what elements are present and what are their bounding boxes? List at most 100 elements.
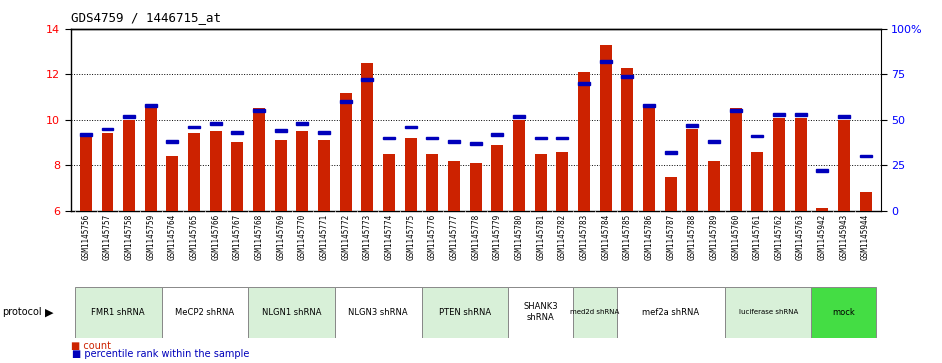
Bar: [427, 136, 438, 139]
Bar: [578, 72, 590, 211]
Text: mock: mock: [833, 308, 855, 317]
Bar: [448, 140, 460, 143]
Bar: [340, 93, 351, 211]
Bar: [557, 136, 568, 139]
Bar: [253, 109, 265, 112]
Text: GSM1145778: GSM1145778: [471, 214, 480, 260]
Bar: [687, 129, 698, 211]
Bar: [340, 100, 351, 103]
Bar: [102, 133, 113, 211]
Bar: [362, 78, 373, 81]
Bar: [188, 126, 200, 129]
Text: GSM1145942: GSM1145942: [818, 214, 827, 260]
Bar: [773, 118, 785, 211]
Bar: [275, 140, 286, 211]
Text: NLGN3 shRNA: NLGN3 shRNA: [349, 308, 408, 317]
Text: GSM1145776: GSM1145776: [428, 214, 437, 260]
Text: GSM1145758: GSM1145758: [124, 214, 134, 260]
Text: SHANK3
shRNA: SHANK3 shRNA: [524, 302, 558, 322]
Bar: [811, 287, 876, 338]
Bar: [362, 63, 373, 211]
Bar: [123, 120, 135, 211]
Text: ■ percentile rank within the sample: ■ percentile rank within the sample: [72, 349, 249, 359]
Text: GSM1145782: GSM1145782: [558, 214, 567, 260]
Text: GSM1145760: GSM1145760: [731, 214, 740, 260]
Text: protocol: protocol: [2, 307, 41, 317]
Text: GSM1145787: GSM1145787: [666, 214, 675, 260]
Bar: [622, 68, 633, 211]
Bar: [145, 104, 156, 107]
Bar: [708, 160, 720, 211]
Text: GSM1145785: GSM1145785: [623, 214, 632, 260]
Bar: [600, 45, 611, 211]
Bar: [405, 138, 416, 211]
Bar: [687, 124, 698, 127]
Text: GSM1145771: GSM1145771: [319, 214, 329, 260]
Bar: [249, 287, 335, 338]
Bar: [860, 192, 871, 211]
Bar: [557, 152, 568, 211]
Text: GSM1145756: GSM1145756: [81, 214, 90, 260]
Text: GSM1145772: GSM1145772: [341, 214, 350, 260]
Bar: [730, 109, 741, 112]
Bar: [795, 113, 806, 116]
Bar: [730, 109, 741, 211]
Text: GSM1145789: GSM1145789: [709, 214, 719, 260]
Text: GSM1145786: GSM1145786: [644, 214, 654, 260]
Bar: [860, 155, 871, 158]
Bar: [448, 160, 460, 211]
Text: GSM1145761: GSM1145761: [753, 214, 762, 260]
Text: med2d shRNA: med2d shRNA: [570, 309, 620, 315]
Bar: [80, 136, 91, 211]
Bar: [573, 287, 616, 338]
Bar: [145, 106, 156, 211]
Bar: [578, 82, 590, 85]
Text: GSM1145769: GSM1145769: [276, 214, 285, 260]
Text: GSM1145759: GSM1145759: [146, 214, 155, 260]
Text: GDS4759 / 1446715_at: GDS4759 / 1446715_at: [71, 11, 220, 24]
Bar: [297, 131, 308, 211]
Bar: [492, 145, 503, 211]
Text: GSM1145775: GSM1145775: [406, 214, 415, 260]
Bar: [167, 156, 178, 211]
Text: NLGN1 shRNA: NLGN1 shRNA: [262, 308, 321, 317]
Bar: [318, 140, 330, 211]
Bar: [427, 154, 438, 211]
Bar: [335, 287, 422, 338]
Text: GSM1145762: GSM1145762: [774, 214, 784, 260]
Bar: [210, 131, 221, 211]
Bar: [752, 135, 763, 138]
Bar: [838, 115, 850, 118]
Bar: [405, 126, 416, 129]
Bar: [513, 120, 525, 211]
Text: MeCP2 shRNA: MeCP2 shRNA: [175, 308, 235, 317]
Text: GSM1145777: GSM1145777: [449, 214, 459, 260]
Bar: [752, 152, 763, 211]
Bar: [817, 208, 828, 211]
Text: mef2a shRNA: mef2a shRNA: [642, 308, 699, 317]
Text: GSM1145767: GSM1145767: [233, 214, 242, 260]
Bar: [724, 287, 811, 338]
Bar: [622, 75, 633, 78]
Text: GSM1145944: GSM1145944: [861, 214, 870, 260]
Bar: [708, 140, 720, 143]
Text: GSM1145783: GSM1145783: [579, 214, 589, 260]
Text: PTEN shRNA: PTEN shRNA: [439, 308, 491, 317]
Bar: [167, 140, 178, 143]
Text: luciferase shRNA: luciferase shRNA: [739, 309, 798, 315]
Text: GSM1145768: GSM1145768: [254, 214, 264, 260]
Bar: [422, 287, 508, 338]
Text: GSM1145770: GSM1145770: [298, 214, 307, 260]
Bar: [232, 131, 243, 134]
Bar: [102, 127, 113, 130]
Bar: [513, 115, 525, 118]
Bar: [470, 142, 481, 145]
Text: GSM1145773: GSM1145773: [363, 214, 372, 260]
Bar: [643, 106, 655, 211]
Bar: [123, 115, 135, 118]
Bar: [253, 109, 265, 211]
Bar: [616, 287, 724, 338]
Bar: [773, 113, 785, 116]
Text: ▶: ▶: [45, 307, 54, 317]
Bar: [75, 287, 162, 338]
